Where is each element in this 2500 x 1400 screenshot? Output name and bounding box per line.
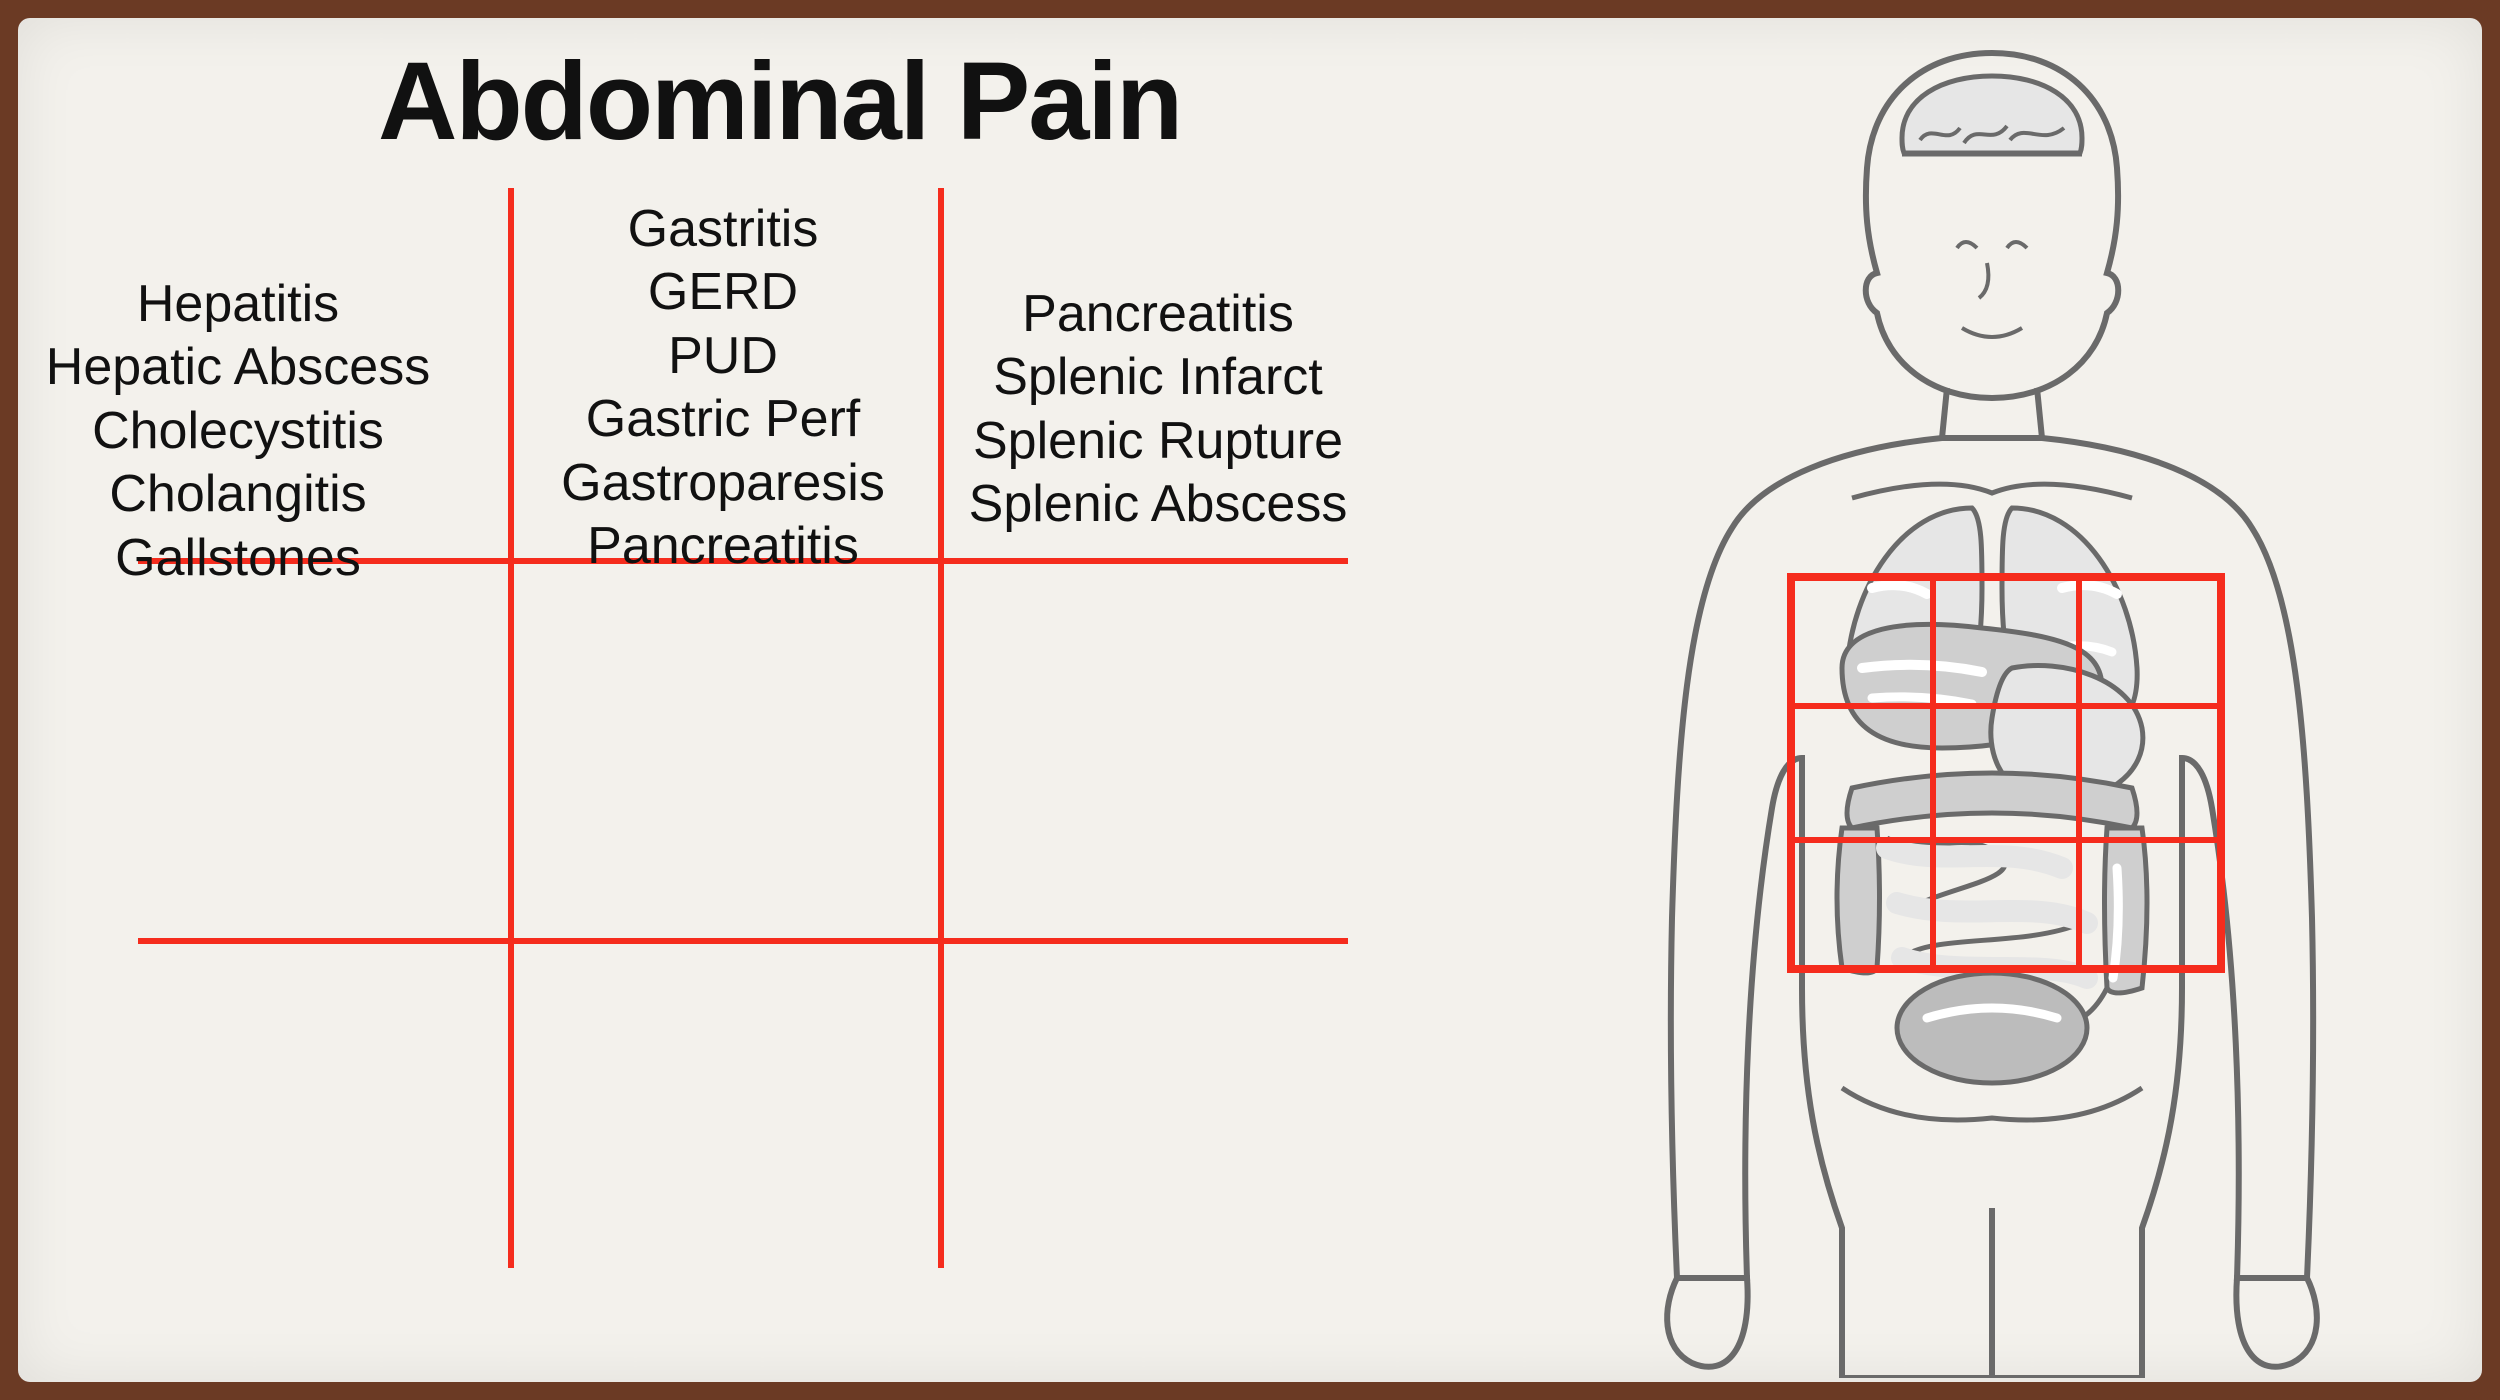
- clavicles: [1852, 484, 2132, 498]
- diagnosis-item: Splenic Infarct: [958, 346, 1358, 409]
- bladder: [1897, 973, 2087, 1083]
- diagnosis-item: Cholecystitis: [38, 400, 438, 463]
- grid-hline: [138, 938, 1348, 944]
- abd-grid-hline: [1787, 837, 2225, 843]
- region-top_left: HepatitisHepatic AbscessCholecystitisCho…: [38, 273, 438, 590]
- grid-vline: [508, 188, 514, 1268]
- abd-grid-vline: [2076, 573, 2082, 973]
- brain-icon: [1902, 76, 2082, 153]
- abd-grid-hline: [1787, 703, 2225, 709]
- differential-grid: HepatitisHepatic AbscessCholecystitisCho…: [138, 188, 1358, 1288]
- mouth: [1962, 328, 2022, 337]
- diagnosis-item: Splenic Rupture: [958, 410, 1358, 473]
- hand-left: [1667, 1278, 1747, 1367]
- abd-grid-vline: [1930, 573, 1936, 973]
- diagnosis-item: PUD: [523, 325, 923, 388]
- region-top_right: PancreatitisSplenic InfarctSplenic Ruptu…: [958, 283, 1358, 537]
- diagnosis-item: Pancreatitis: [958, 283, 1358, 346]
- eye-right: [2007, 242, 2027, 248]
- body-figure: [1542, 28, 2442, 1378]
- pelvis-line: [1842, 1088, 2142, 1120]
- neck-right: [2037, 388, 2042, 438]
- hand-right: [2236, 1278, 2316, 1367]
- diagnosis-item: Hepatitis: [38, 273, 438, 336]
- slide-paper: Abdominal Pain HepatitisHepatic AbscessC…: [18, 18, 2482, 1382]
- abdominal-grid-border: [1787, 573, 2225, 973]
- diagnosis-item: Pancreatitis: [523, 515, 923, 578]
- diagnosis-item: Gastric Perf: [523, 388, 923, 451]
- diagnosis-item: Gastroparesis: [523, 452, 923, 515]
- diagnosis-item: GERD: [523, 261, 923, 324]
- nose: [1979, 263, 1988, 298]
- diagnosis-item: Gastritis: [523, 198, 923, 261]
- abdominal-grid-overlay: [1787, 573, 2225, 973]
- diagnosis-item: Cholangitis: [38, 463, 438, 526]
- diagnosis-item: Splenic Abscess: [958, 473, 1358, 536]
- slide-frame: Abdominal Pain HepatitisHepatic AbscessC…: [0, 0, 2500, 1400]
- page-title: Abdominal Pain: [378, 38, 1181, 165]
- diagnosis-item: Gallstones: [38, 527, 438, 590]
- region-top_mid: GastritisGERDPUDGastric PerfGastroparesi…: [523, 198, 923, 579]
- eye-left: [1957, 242, 1977, 248]
- grid-vline: [938, 188, 944, 1268]
- diagnosis-item: Hepatic Abscess: [38, 336, 438, 399]
- neck-left: [1942, 388, 1947, 438]
